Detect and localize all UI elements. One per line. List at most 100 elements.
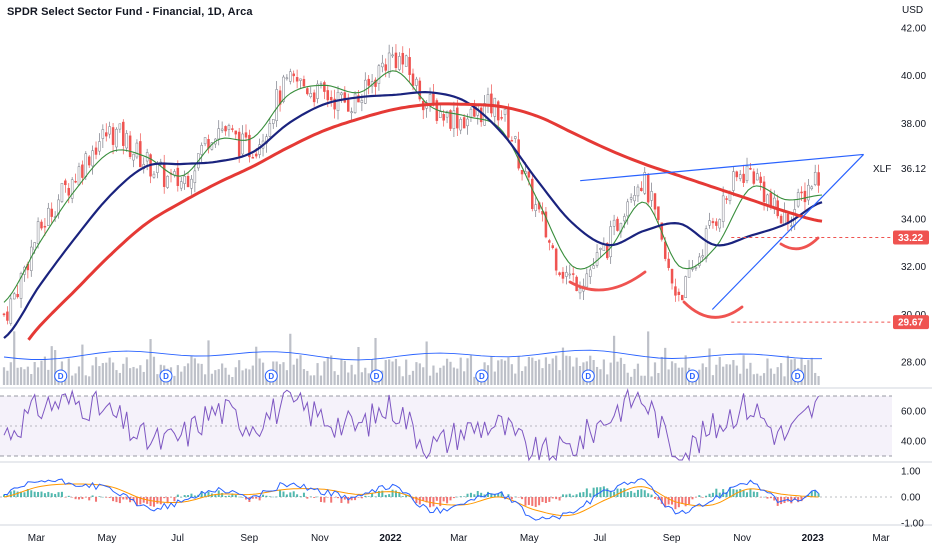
volume-bar bbox=[735, 365, 738, 385]
macd-histogram-bar bbox=[302, 492, 305, 497]
dividend-marker bbox=[370, 369, 384, 383]
candle-body bbox=[800, 191, 803, 194]
macd-histogram-bar bbox=[810, 491, 813, 497]
macd-histogram-bar bbox=[57, 492, 60, 497]
candle-body bbox=[755, 173, 759, 181]
candle-body bbox=[19, 273, 23, 299]
candle-body bbox=[176, 167, 180, 186]
candle-body bbox=[84, 153, 88, 177]
volume-bar bbox=[156, 374, 159, 385]
candle-body bbox=[398, 56, 401, 70]
macd-histogram-bar bbox=[463, 496, 466, 497]
volume-bar bbox=[186, 363, 190, 385]
volume-bar bbox=[715, 364, 718, 385]
candle-body bbox=[183, 175, 186, 184]
time-tick-label: Mar bbox=[450, 533, 468, 544]
candle-body bbox=[50, 208, 53, 217]
volume-bar bbox=[132, 366, 135, 385]
volume-bar bbox=[125, 357, 128, 385]
volume-bar bbox=[224, 367, 227, 385]
volume-bar bbox=[708, 348, 711, 385]
candle-body bbox=[200, 145, 203, 155]
candle-body bbox=[98, 141, 101, 152]
volume-bar bbox=[435, 372, 438, 385]
volume-bar bbox=[360, 372, 363, 385]
candle-body bbox=[629, 197, 633, 200]
macd-histogram-bar bbox=[517, 497, 520, 498]
volume-bar bbox=[180, 371, 183, 385]
macd-histogram-bar bbox=[715, 488, 718, 497]
macd-histogram-bar bbox=[279, 489, 282, 497]
macd-histogram-bar bbox=[749, 488, 752, 497]
candle-body bbox=[510, 140, 514, 142]
price-labels: 33.22 29.67 bbox=[893, 230, 929, 330]
macd-histogram-bar bbox=[337, 497, 340, 499]
candle-body bbox=[254, 153, 258, 157]
volume-bar bbox=[766, 358, 769, 385]
candle-body bbox=[752, 171, 756, 184]
volume-bar bbox=[664, 347, 667, 385]
volume-bar bbox=[173, 375, 176, 385]
macd-histogram-bar bbox=[476, 491, 479, 497]
right-shoulder-arc bbox=[779, 236, 820, 251]
macd-histogram-bar bbox=[763, 496, 766, 498]
macd-histogram-bar bbox=[466, 493, 469, 497]
volume-bar bbox=[261, 362, 265, 385]
volume-bar bbox=[739, 373, 742, 385]
candle-body bbox=[316, 83, 319, 99]
macd-histogram-bar bbox=[694, 497, 697, 498]
volume-bar bbox=[353, 374, 357, 385]
volume-bar bbox=[313, 375, 316, 385]
volume-bar bbox=[500, 359, 503, 385]
candle-body bbox=[701, 255, 704, 258]
volume-bar bbox=[227, 374, 231, 385]
volume-bar bbox=[445, 358, 449, 385]
volume-bar bbox=[200, 363, 203, 385]
time-tick-label: 2022 bbox=[379, 533, 402, 544]
time-tick-label: Jul bbox=[593, 533, 606, 544]
volume-bar bbox=[77, 366, 81, 385]
dividend-marker bbox=[791, 369, 805, 383]
volume-bar bbox=[364, 367, 367, 385]
macd-histogram-bar bbox=[394, 490, 397, 497]
macd-histogram-bar bbox=[330, 497, 333, 503]
dividend-marker bbox=[159, 369, 173, 383]
macd-histogram-bar bbox=[43, 493, 46, 497]
volume-bar bbox=[391, 361, 394, 385]
volume-bar bbox=[551, 358, 554, 385]
dividend-marker-label: D bbox=[795, 372, 801, 381]
currency-label: USD bbox=[902, 5, 924, 16]
candle-body bbox=[810, 186, 814, 190]
candle-body bbox=[220, 128, 224, 131]
macd-histogram-bar bbox=[241, 496, 244, 498]
dividend-marker bbox=[685, 369, 699, 383]
macd-histogram-bar bbox=[190, 493, 193, 497]
candle-body bbox=[520, 170, 524, 175]
macd-histogram-bar bbox=[486, 491, 489, 497]
macd-histogram-bar bbox=[759, 497, 762, 498]
candle-body bbox=[762, 181, 766, 202]
macd-histogram-bar bbox=[606, 488, 609, 497]
dividend-marker bbox=[264, 369, 278, 383]
candle-body bbox=[779, 215, 783, 224]
macd-histogram-bar bbox=[766, 497, 769, 499]
candle-body bbox=[377, 65, 381, 84]
macd-histogram-bar bbox=[187, 495, 190, 497]
volume-bar bbox=[572, 366, 575, 385]
macd-histogram-bar bbox=[449, 497, 452, 501]
volume-bar bbox=[251, 365, 254, 385]
price-tick-label: 36.12 bbox=[901, 164, 926, 175]
volume-bar bbox=[343, 360, 346, 385]
candle-body bbox=[452, 110, 456, 129]
macd-histogram-bar bbox=[142, 497, 145, 503]
time-tick-label: Nov bbox=[311, 533, 329, 544]
macd-histogram-bar bbox=[180, 496, 183, 498]
volume-ma-line bbox=[3, 349, 822, 361]
candlesticks bbox=[2, 44, 820, 326]
candle-body bbox=[466, 118, 469, 127]
candle-body bbox=[568, 273, 572, 276]
volume-bar bbox=[524, 366, 527, 385]
candle-body bbox=[612, 219, 616, 227]
volume-bar bbox=[759, 375, 762, 385]
